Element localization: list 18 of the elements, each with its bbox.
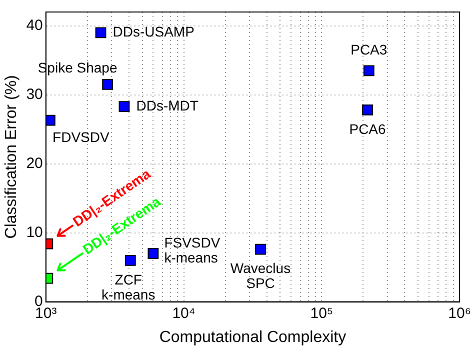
series-label: FDVSDV [52, 129, 110, 146]
series-label: ZCF k-means [102, 271, 156, 302]
y-tick-label: 30 [26, 86, 43, 103]
x-tick-label: 10⁵ [310, 304, 334, 322]
series-label: PCA6 [349, 120, 386, 137]
y-tick-label: 40 [26, 16, 43, 34]
y-tick-label: 20 [26, 154, 43, 172]
y-axis-title: Classification Error (%) [3, 75, 20, 239]
series-label: DDs-USAMP [112, 24, 194, 40]
x-tick-label: 10⁴ [172, 304, 196, 322]
x-tick-label: 10⁶ [448, 304, 471, 322]
series-label: Waveclus SPC [230, 260, 291, 292]
x-tick-label: 10³ [35, 304, 57, 322]
y-tick-label: 10 [26, 224, 43, 241]
series-label: PCA3 [350, 42, 388, 58]
series-label: FSVSDV k-means [164, 234, 221, 266]
x-axis-title: Computational Complexity [159, 328, 346, 346]
series-label: DDs-MDT [136, 97, 199, 114]
